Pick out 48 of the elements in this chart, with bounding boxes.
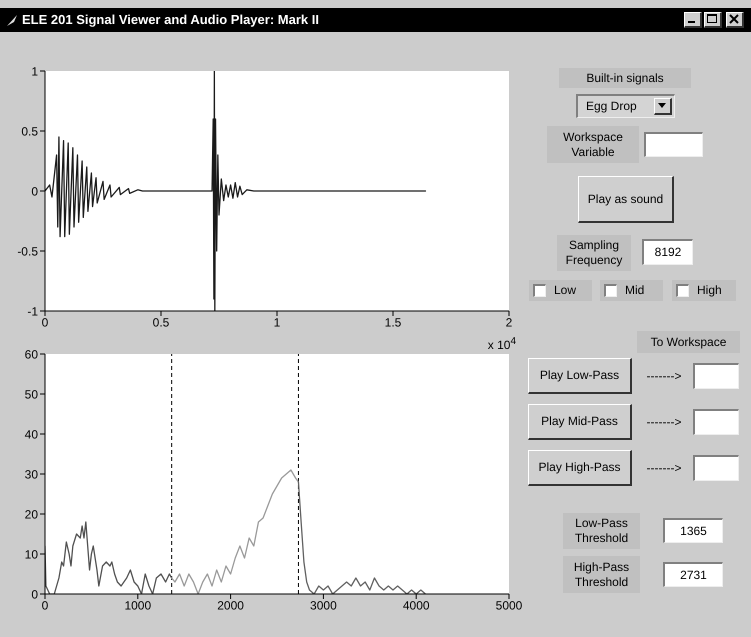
text: Play High-Pass	[528, 450, 632, 486]
line-series	[45, 521, 172, 594]
text: Low	[554, 283, 576, 298]
x-tick-label: 1	[274, 316, 281, 330]
y-tick-label: -1	[27, 304, 38, 318]
y-tick-label: 30	[24, 467, 38, 482]
text: Built-in signals	[559, 68, 691, 88]
text: Play Low-Pass	[528, 358, 632, 394]
text: Play Mid-Pass	[528, 404, 632, 440]
x-tick-label: 0.5	[152, 316, 170, 330]
text: To Workspace	[637, 331, 740, 353]
text: ELE 201 Signal Viewer and Audio Player: Mark II	[22, 12, 319, 27]
text: x 10$^{4}$	[488, 336, 516, 352]
text: Egg Drop	[586, 99, 637, 114]
x-tick-label: 2000	[217, 598, 244, 613]
text: Sampling Frequency	[557, 235, 631, 271]
line-series	[298, 481, 426, 594]
y-tick-label: -0.5	[17, 244, 38, 258]
text: High-Pass Threshold	[563, 556, 640, 593]
text: Play as sound	[578, 176, 674, 223]
line-series	[171, 469, 300, 594]
text: High	[697, 283, 722, 298]
x-tick-label: 0	[42, 316, 49, 330]
x-tick-label: 2	[506, 316, 513, 330]
y-tick-label: 1	[31, 64, 38, 78]
x-tick-label: 1000	[124, 598, 152, 613]
y-tick-label: 0	[31, 184, 38, 198]
y-tick-label: 50	[24, 387, 38, 402]
x-tick-label: 0	[42, 598, 49, 613]
text: ------->	[646, 414, 682, 430]
y-tick-label: 40	[24, 427, 38, 442]
x-tick-label: 3000	[310, 598, 338, 613]
text: Mid	[625, 283, 644, 298]
x-tick-label: 1.5	[384, 316, 402, 330]
y-tick-label: 60	[24, 347, 38, 362]
text: ------->	[646, 368, 682, 384]
text: 2731	[663, 562, 723, 587]
y-tick-label: 20	[24, 507, 38, 522]
text: Workspace Variable	[547, 126, 639, 163]
text: 1365	[663, 518, 723, 543]
text: 8192	[642, 239, 693, 265]
y-tick-label: 10	[24, 547, 38, 562]
text: ------->	[646, 460, 682, 476]
x-tick-label: 4000	[402, 598, 430, 613]
y-tick-label: 0	[31, 587, 38, 602]
text: Low-Pass Threshold	[563, 513, 640, 549]
y-tick-label: 0.5	[21, 124, 38, 138]
x-tick-label: 5000	[496, 598, 523, 613]
